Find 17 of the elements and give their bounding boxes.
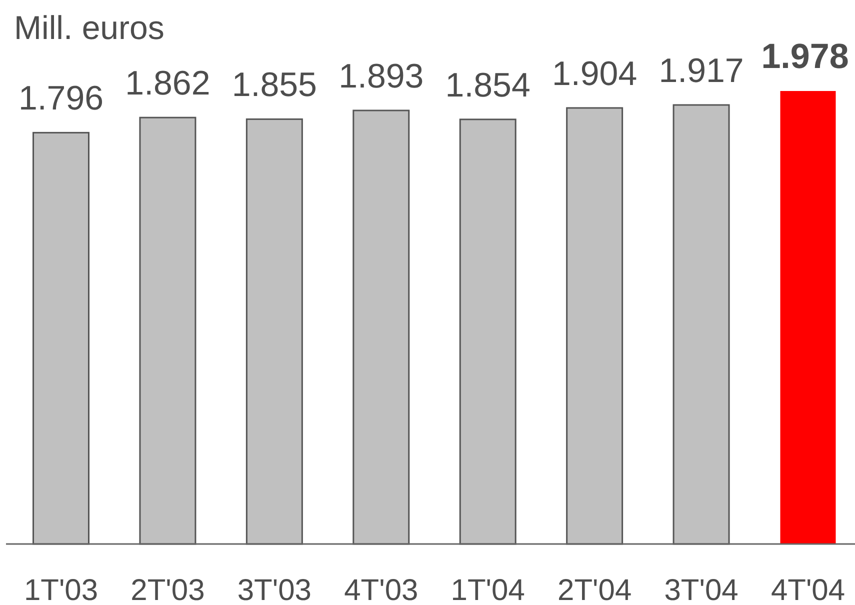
x-tick-label: 1T'03 bbox=[24, 574, 98, 605]
data-label: 1.904 bbox=[552, 54, 638, 93]
x-tick-label: 4T'03 bbox=[344, 574, 418, 605]
data-label: 1.796 bbox=[18, 80, 104, 118]
chart-title: Mill. euros bbox=[14, 9, 164, 46]
x-tick-label: 3T'04 bbox=[664, 574, 738, 605]
data-label: 1.917 bbox=[658, 52, 744, 90]
x-tick-label: 4T'04 bbox=[770, 574, 846, 605]
x-tick-label: 2T'03 bbox=[130, 574, 205, 605]
data-label: 1.862 bbox=[125, 64, 210, 103]
data-label: 1.854 bbox=[445, 66, 530, 104]
data-label: 1.893 bbox=[338, 57, 424, 96]
x-tick-label: 2T'04 bbox=[558, 574, 632, 605]
x-tick-label: 3T'03 bbox=[237, 574, 312, 605]
data-label: 1.855 bbox=[232, 66, 317, 104]
x-tick-label: 1T'04 bbox=[450, 574, 525, 605]
data-label: 1.978 bbox=[761, 37, 849, 76]
